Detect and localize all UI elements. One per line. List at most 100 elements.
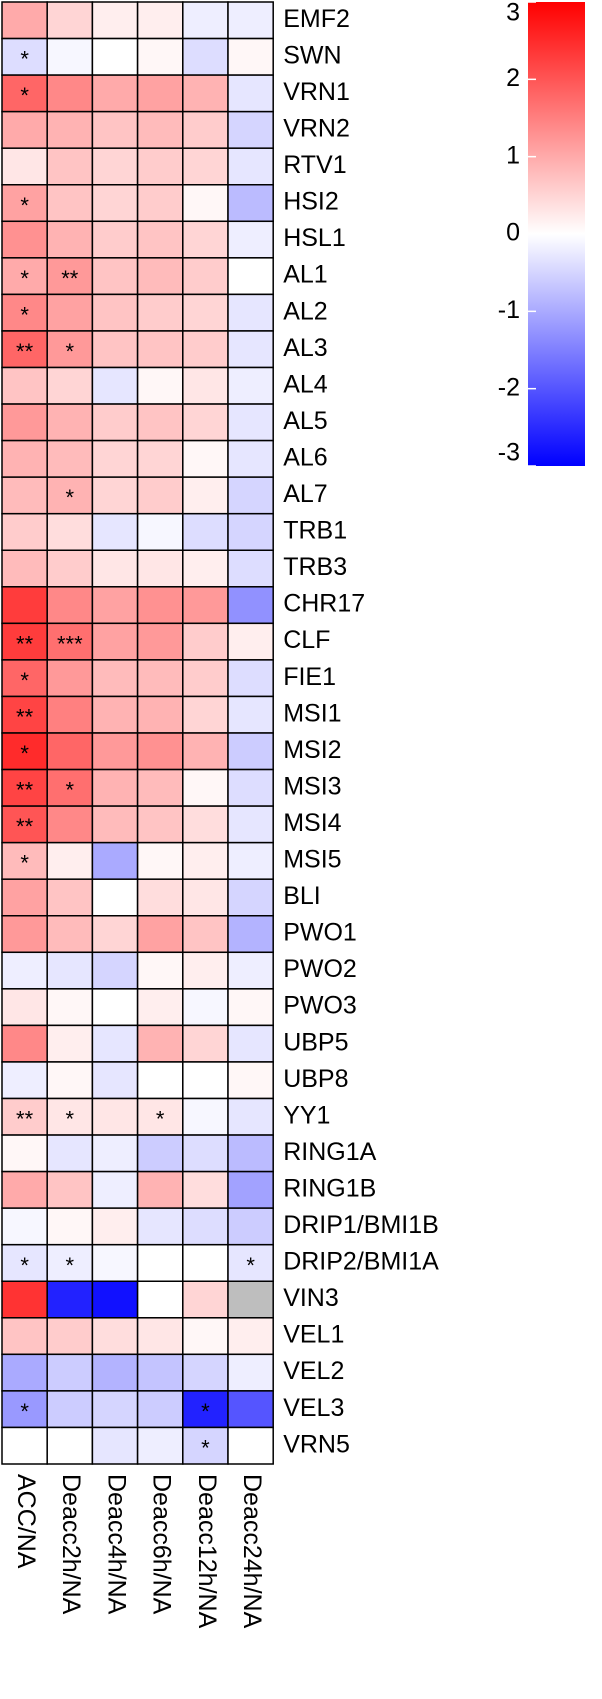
heatmap-cell: [136, 1170, 184, 1209]
heatmap-cell: [136, 659, 184, 698]
heatmap-cell: [46, 915, 94, 954]
heatmap-cell: [182, 293, 229, 332]
heatmap-cell: [136, 1280, 184, 1319]
heatmap-cell: [136, 1317, 184, 1356]
significance-mark: **: [61, 266, 79, 291]
significance-mark: **: [16, 339, 34, 364]
row-label: RING1B: [283, 1174, 376, 1202]
significance-mark: *: [66, 778, 75, 803]
row-label: PWO1: [283, 919, 357, 947]
significance-mark: *: [20, 83, 29, 108]
heatmap-cell: [46, 366, 94, 405]
heatmap-cell: [182, 1426, 229, 1465]
heatmap-cell: [136, 805, 184, 844]
heatmap-cell: [182, 110, 229, 149]
heatmap-cell: [46, 37, 94, 76]
heatmap-cell: [182, 74, 229, 113]
row-label: MSI2: [283, 736, 341, 764]
heatmap-cell: [136, 147, 184, 186]
heatmap-cell: [227, 184, 274, 223]
heatmap-cell: [91, 622, 139, 661]
row-label: PWO3: [283, 992, 357, 1020]
heatmap-cell: [136, 184, 184, 223]
heatmap-cell: [91, 37, 139, 76]
row-label: AL5: [283, 407, 327, 435]
heatmap-cell: [91, 1024, 139, 1063]
heatmap-cell: [182, 878, 229, 917]
heatmap-cell: [46, 1170, 94, 1209]
heatmap-cell: [91, 110, 139, 149]
row-label: AL7: [283, 480, 327, 508]
heatmap-cell: [46, 1097, 94, 1136]
significance-mark: ***: [57, 631, 83, 656]
heatmap-cell: [1, 951, 48, 990]
heatmap-cell: [136, 74, 184, 113]
heatmap-cell: [136, 366, 184, 405]
heatmap-cell: [182, 1097, 229, 1136]
colorbar-tick-label: 1: [506, 141, 520, 169]
heatmap-cell: [227, 439, 274, 478]
row-label: SWN: [283, 41, 341, 69]
row-label: TRB3: [283, 553, 347, 581]
heatmap-cell: [182, 1024, 229, 1063]
heatmap-cell: [1, 1024, 48, 1063]
heatmap-cell: [227, 476, 274, 515]
column-label: Deacc2h/NA: [57, 1474, 85, 1615]
heatmap-cell: [136, 586, 184, 625]
heatmap-cell: [182, 1134, 229, 1173]
heatmap-cell: [136, 1243, 184, 1282]
heatmap-cell: [136, 512, 184, 552]
heatmap-cell: [182, 366, 229, 405]
heatmap-cell: [227, 878, 274, 917]
heatmap-cell: [182, 768, 229, 807]
significance-mark: *: [66, 339, 75, 364]
heatmap-cell: [136, 1426, 184, 1465]
heatmap-cell: [1, 1426, 48, 1465]
row-label: YY1: [283, 1101, 330, 1129]
row-label: VEL3: [283, 1394, 344, 1422]
heatmap-cell: [46, 439, 94, 478]
column-label: Deacc12h/NA: [193, 1474, 221, 1629]
column-label: ACC/NA: [12, 1474, 40, 1569]
heatmap-cell: [136, 915, 184, 954]
row-label: CHR17: [283, 590, 365, 618]
heatmap-cell: [91, 220, 139, 259]
significance-mark: **: [16, 1107, 34, 1132]
heatmap-cell: [46, 1353, 94, 1392]
heatmap-cell: [91, 988, 139, 1027]
row-label: EMF2: [283, 5, 350, 33]
heatmap-cell: [91, 586, 139, 625]
heatmap-cell: [1, 1280, 48, 1319]
heatmap-cell: [227, 1353, 274, 1392]
colorbar-tick-label: 0: [506, 219, 520, 247]
heatmap-cell: [91, 659, 139, 698]
heatmap-cell: [136, 622, 184, 661]
heatmap-cell: [91, 184, 139, 223]
heatmap-cell: [46, 1, 94, 40]
significance-mark: *: [20, 851, 29, 876]
significance-mark: *: [20, 47, 29, 72]
heatmap-cell: [1, 512, 48, 552]
heatmap-cell: [136, 549, 184, 588]
significance-mark: *: [20, 193, 29, 218]
heatmap-cell: [91, 74, 139, 113]
column-label: Deacc24h/NA: [238, 1474, 266, 1629]
heatmap-cell: [227, 805, 274, 844]
heatmap-cell: [182, 695, 229, 734]
heatmap-cell: [227, 110, 274, 149]
heatmap-cell: [227, 988, 274, 1027]
heatmap-cell: [182, 147, 229, 186]
heatmap-cell: [136, 476, 184, 515]
heatmap-cell: [1, 1061, 48, 1100]
heatmap-cell: [1, 476, 48, 515]
heatmap-cell: [136, 988, 184, 1027]
heatmap-cell: [227, 695, 274, 734]
heatmap-cell: [1, 147, 48, 186]
significance-mark: **: [16, 631, 34, 656]
row-label: CLF: [283, 626, 330, 654]
heatmap-cell: [1, 366, 48, 405]
heatmap-cell: [91, 732, 139, 771]
row-label: MSI1: [283, 699, 341, 727]
row-label: AL6: [283, 443, 327, 471]
